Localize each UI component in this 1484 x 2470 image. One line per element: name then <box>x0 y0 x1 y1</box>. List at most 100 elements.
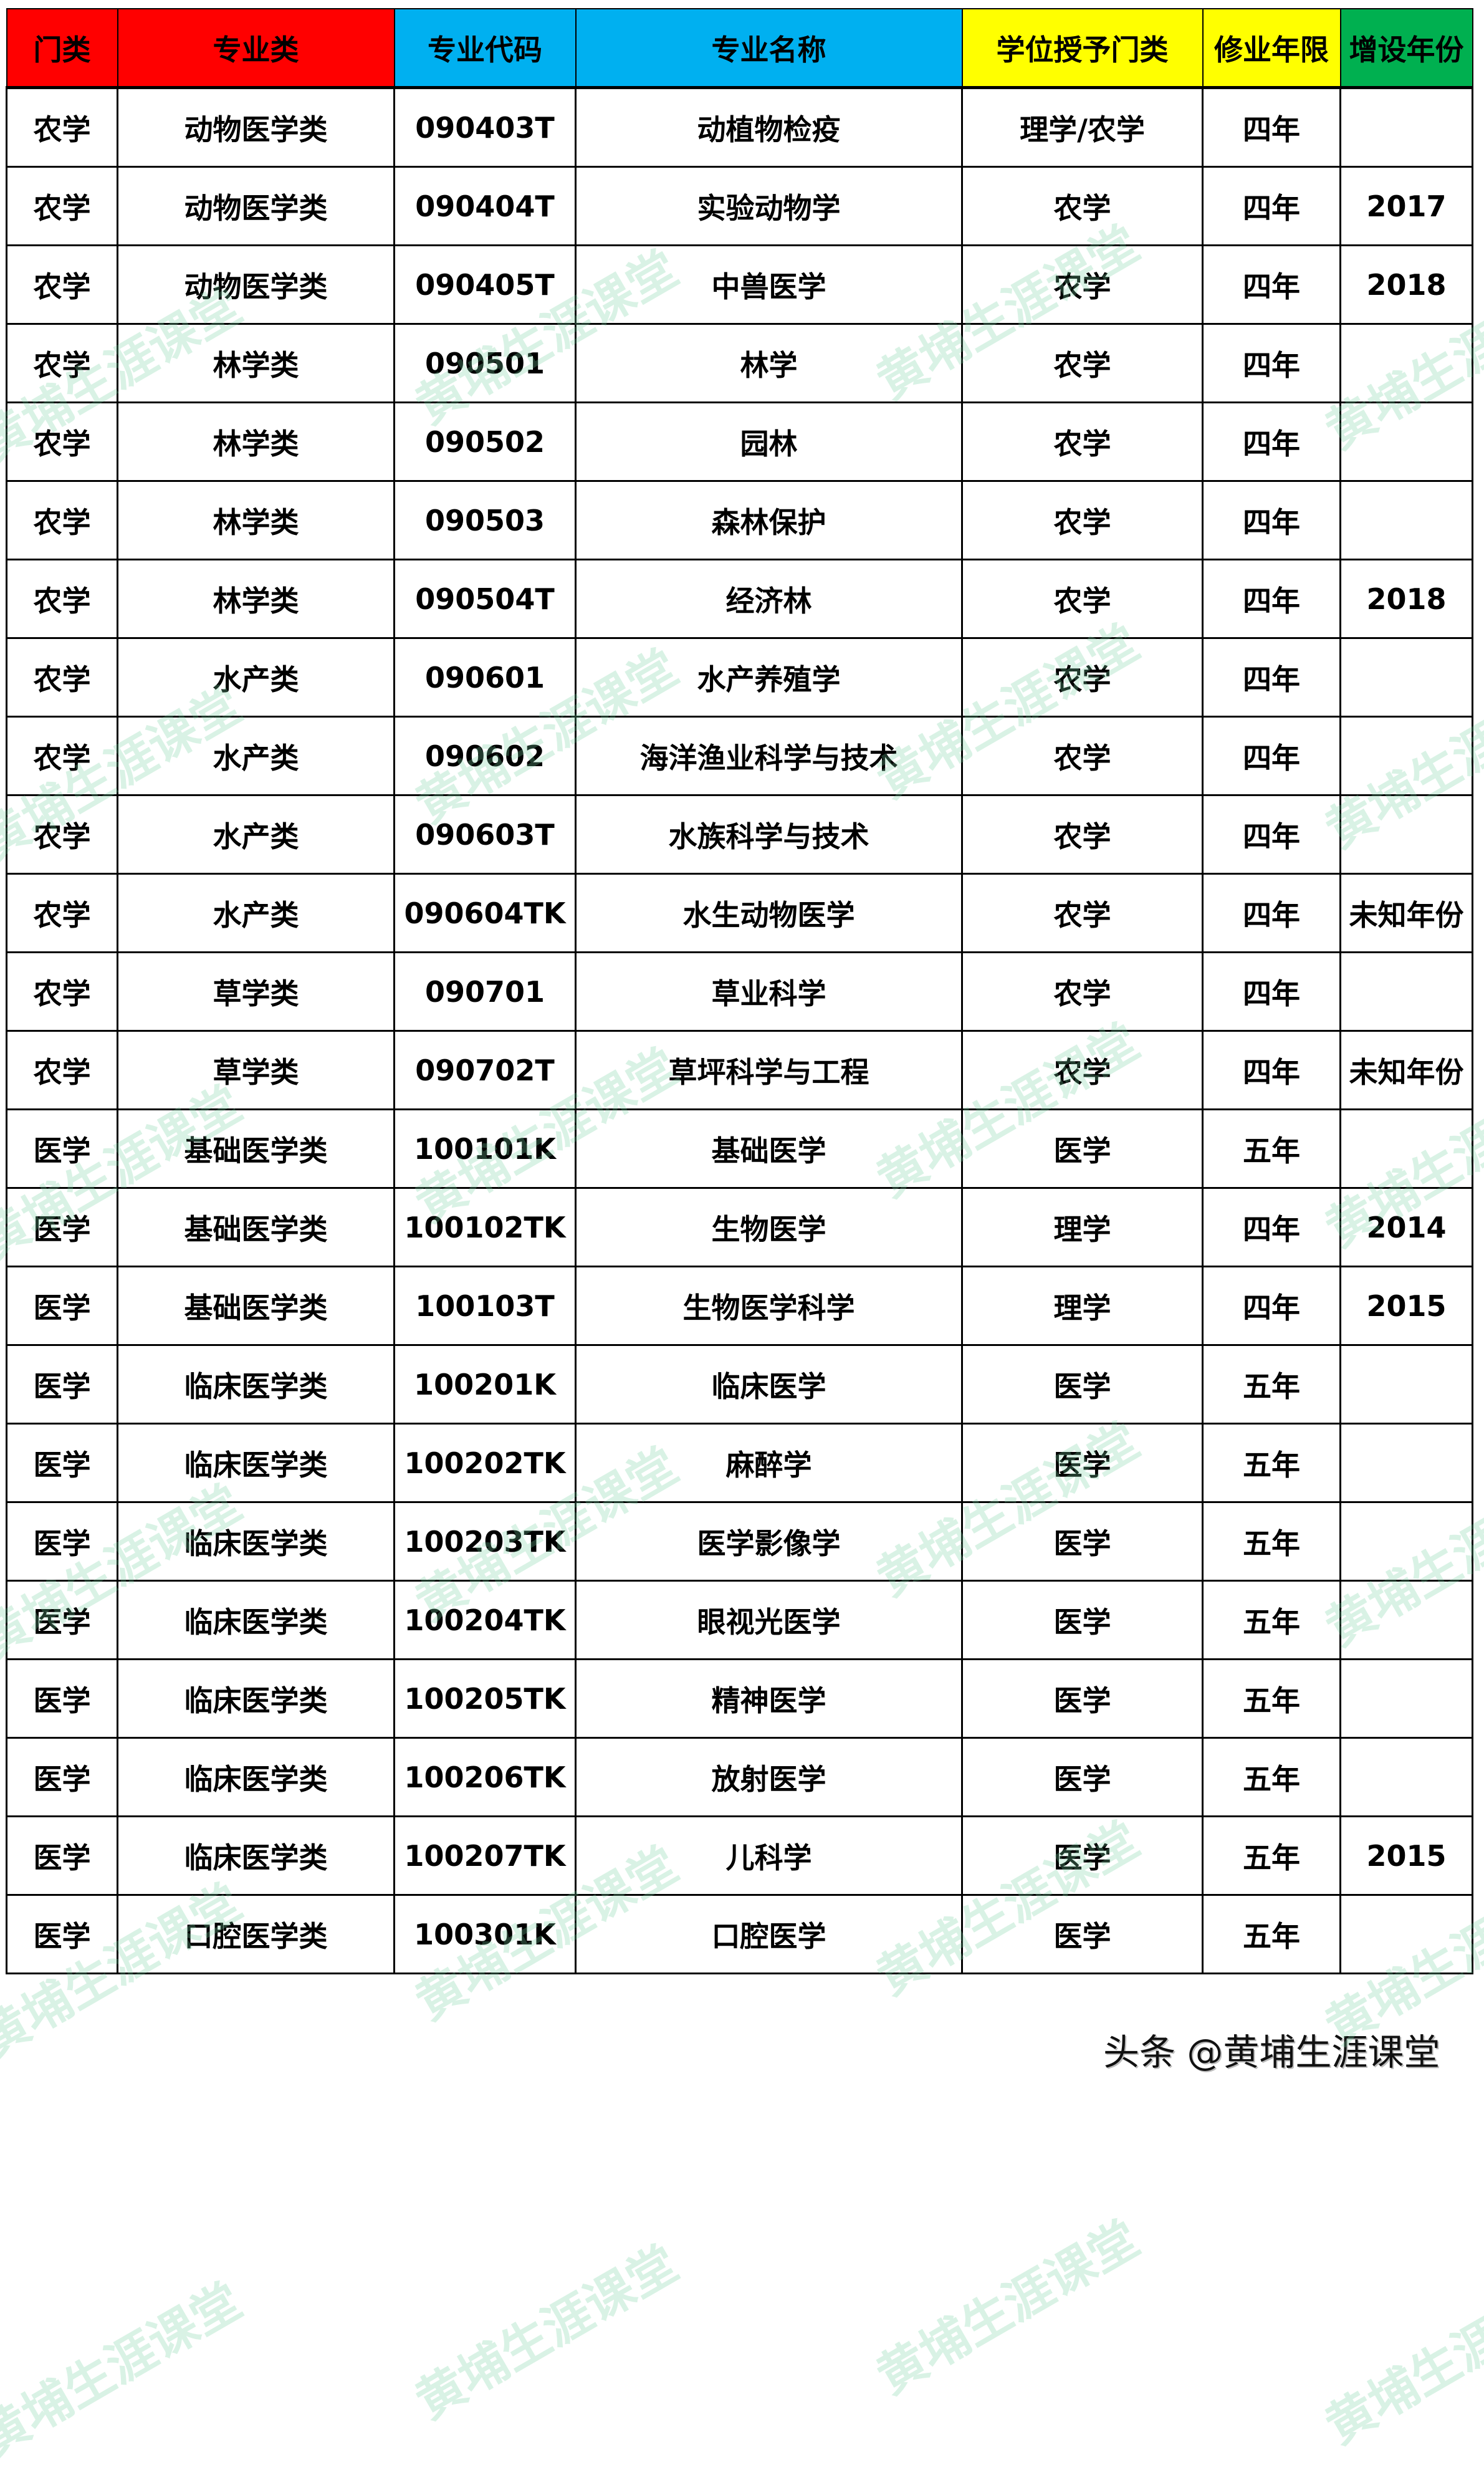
cell-subject-class: 草学类 <box>117 1030 395 1110</box>
cell-major-name: 草业科学 <box>575 951 963 1032</box>
cell-degree-category: 农学 <box>961 480 1204 560</box>
table-row: 医学 基础医学类 100101K 基础医学 医学 五年 <box>6 1108 1473 1189</box>
cell-category: 农学 <box>6 87 118 168</box>
header-subject-class: 专业类 <box>117 8 395 89</box>
cell-degree-category: 理学 <box>961 1266 1204 1346</box>
cell-major-code: 090604TK <box>393 873 577 953</box>
cell-major-code: 100204TK <box>393 1580 577 1660</box>
cell-category: 医学 <box>6 1894 118 1974</box>
cell-major-name: 中兽医学 <box>575 244 963 325</box>
cell-category: 医学 <box>6 1108 118 1189</box>
header-degree-category: 学位授予门类 <box>961 8 1204 89</box>
cell-major-name: 临床医学 <box>575 1344 963 1425</box>
cell-study-duration: 四年 <box>1202 559 1341 639</box>
cell-major-name: 麻醉学 <box>575 1423 963 1503</box>
cell-study-duration: 五年 <box>1202 1344 1341 1425</box>
cell-year-added <box>1339 794 1473 875</box>
cell-major-code: 100202TK <box>393 1423 577 1503</box>
table-row: 农学 水产类 090603T 水族科学与技术 农学 四年 <box>6 794 1473 875</box>
cell-subject-class: 水产类 <box>117 794 395 875</box>
cell-category: 农学 <box>6 244 118 325</box>
cell-category: 农学 <box>6 323 118 403</box>
cell-study-duration: 四年 <box>1202 794 1341 875</box>
table-row: 医学 基础医学类 100103T 生物医学科学 理学 四年 2015 <box>6 1266 1473 1346</box>
cell-subject-class: 临床医学类 <box>117 1815 395 1896</box>
cell-study-duration: 五年 <box>1202 1894 1341 1974</box>
cell-subject-class: 基础医学类 <box>117 1266 395 1346</box>
cell-category: 农学 <box>6 716 118 796</box>
header-row: 门类 专业类 专业代码 专业名称 学位授予门类 修业年限 增设年份 <box>6 8 1473 89</box>
cell-study-duration: 五年 <box>1202 1815 1341 1896</box>
cell-major-code: 090701 <box>393 951 577 1032</box>
cell-degree-category: 农学 <box>961 637 1204 718</box>
cell-category: 医学 <box>6 1423 118 1503</box>
cell-major-name: 草坪科学与工程 <box>575 1030 963 1110</box>
cell-major-code: 090501 <box>393 323 577 403</box>
cell-year-added <box>1339 1423 1473 1503</box>
cell-subject-class: 基础医学类 <box>117 1108 395 1189</box>
cell-major-code: 090503 <box>393 480 577 560</box>
cell-year-added: 2017 <box>1339 166 1473 246</box>
cell-year-added <box>1339 323 1473 403</box>
table-row: 农学 林学类 090504T 经济林 农学 四年 2018 <box>6 559 1473 639</box>
cell-degree-category: 医学 <box>961 1501 1204 1582</box>
cell-year-added: 2015 <box>1339 1266 1473 1346</box>
header-major-code: 专业代码 <box>393 8 577 89</box>
cell-major-name: 生物医学 <box>575 1187 963 1267</box>
cell-degree-category: 农学 <box>961 166 1204 246</box>
cell-major-code: 100101K <box>393 1108 577 1189</box>
table-row: 农学 水产类 090602 海洋渔业科学与技术 农学 四年 <box>6 716 1473 796</box>
cell-study-duration: 四年 <box>1202 637 1341 718</box>
cell-subject-class: 临床医学类 <box>117 1501 395 1582</box>
cell-year-added <box>1339 716 1473 796</box>
cell-major-code: 100201K <box>393 1344 577 1425</box>
cell-degree-category: 农学 <box>961 401 1204 482</box>
cell-degree-category: 农学 <box>961 1030 1204 1110</box>
cell-major-name: 动植物检疫 <box>575 87 963 168</box>
majors-table: 门类 专业类 专业代码 专业名称 学位授予门类 修业年限 增设年份 农学 动物医学类 09040… <box>6 8 1473 1974</box>
table-row: 农学 草学类 090701 草业科学 农学 四年 <box>6 951 1473 1032</box>
cell-degree-category: 医学 <box>961 1815 1204 1896</box>
watermark: 黄埔生涯课堂 <box>406 2236 687 2431</box>
cell-category: 医学 <box>6 1501 118 1582</box>
table-row: 农学 林学类 090501 林学 农学 四年 <box>6 323 1473 403</box>
cell-major-code: 090602 <box>393 716 577 796</box>
cell-study-duration: 五年 <box>1202 1658 1341 1739</box>
cell-subject-class: 动物医学类 <box>117 244 395 325</box>
table-row: 医学 口腔医学类 100301K 口腔医学 医学 五年 <box>6 1894 1473 1974</box>
cell-year-added: 2015 <box>1339 1815 1473 1896</box>
table-row: 医学 临床医学类 100207TK 儿科学 医学 五年 2015 <box>6 1815 1473 1896</box>
cell-subject-class: 水产类 <box>117 873 395 953</box>
cell-subject-class: 动物医学类 <box>117 166 395 246</box>
cell-subject-class: 林学类 <box>117 559 395 639</box>
cell-category: 农学 <box>6 1030 118 1110</box>
cell-degree-category: 农学 <box>961 873 1204 953</box>
cell-study-duration: 四年 <box>1202 323 1341 403</box>
cell-year-added <box>1339 1894 1473 1974</box>
cell-category: 农学 <box>6 401 118 482</box>
cell-study-duration: 四年 <box>1202 244 1341 325</box>
cell-subject-class: 临床医学类 <box>117 1344 395 1425</box>
cell-study-duration: 四年 <box>1202 401 1341 482</box>
table-row: 医学 临床医学类 100202TK 麻醉学 医学 五年 <box>6 1423 1473 1503</box>
cell-subject-class: 草学类 <box>117 951 395 1032</box>
cell-year-added <box>1339 480 1473 560</box>
cell-year-added <box>1339 951 1473 1032</box>
cell-subject-class: 林学类 <box>117 480 395 560</box>
cell-degree-category: 医学 <box>961 1108 1204 1189</box>
cell-major-name: 水生动物医学 <box>575 873 963 953</box>
cell-year-added: 2018 <box>1339 244 1473 325</box>
cell-study-duration: 四年 <box>1202 1266 1341 1346</box>
cell-category: 农学 <box>6 794 118 875</box>
header-major-name: 专业名称 <box>575 8 963 89</box>
table-row: 农学 动物医学类 090403T 动植物检疫 理学/农学 四年 <box>6 87 1473 168</box>
cell-major-name: 儿科学 <box>575 1815 963 1896</box>
cell-subject-class: 林学类 <box>117 323 395 403</box>
cell-major-code: 090502 <box>393 401 577 482</box>
cell-study-duration: 四年 <box>1202 716 1341 796</box>
cell-subject-class: 水产类 <box>117 716 395 796</box>
cell-year-added <box>1339 401 1473 482</box>
cell-category: 医学 <box>6 1737 118 1817</box>
table-row: 农学 林学类 090503 森林保护 农学 四年 <box>6 480 1473 560</box>
cell-major-code: 090403T <box>393 87 577 168</box>
